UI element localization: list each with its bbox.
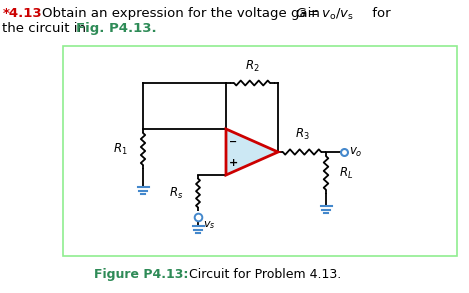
Text: −: − — [229, 137, 237, 146]
Text: the circuit in: the circuit in — [2, 22, 91, 35]
Text: Obtain an expression for the voltage gain: Obtain an expression for the voltage gai… — [42, 7, 325, 20]
Text: $v_s$: $v_s$ — [203, 219, 215, 231]
FancyBboxPatch shape — [63, 46, 457, 256]
Text: Circuit for Problem 4.13.: Circuit for Problem 4.13. — [185, 268, 341, 281]
Text: $R_3$: $R_3$ — [295, 127, 310, 142]
Text: $R_1$: $R_1$ — [113, 142, 128, 156]
Text: $R_s$: $R_s$ — [169, 185, 183, 200]
Text: *4.13: *4.13 — [2, 7, 42, 20]
Text: $R_2$: $R_2$ — [245, 59, 259, 74]
Text: $v_o$: $v_o$ — [349, 145, 363, 159]
Text: for: for — [368, 7, 391, 20]
Text: Fig. P4.13.: Fig. P4.13. — [76, 22, 157, 35]
Text: $R_L$: $R_L$ — [339, 166, 353, 180]
Polygon shape — [226, 129, 278, 175]
Text: Figure P4.13:: Figure P4.13: — [94, 268, 188, 281]
Text: +: + — [228, 158, 238, 168]
Text: $G = v_\mathrm{o}/v_\mathrm{s}$: $G = v_\mathrm{o}/v_\mathrm{s}$ — [295, 7, 355, 23]
